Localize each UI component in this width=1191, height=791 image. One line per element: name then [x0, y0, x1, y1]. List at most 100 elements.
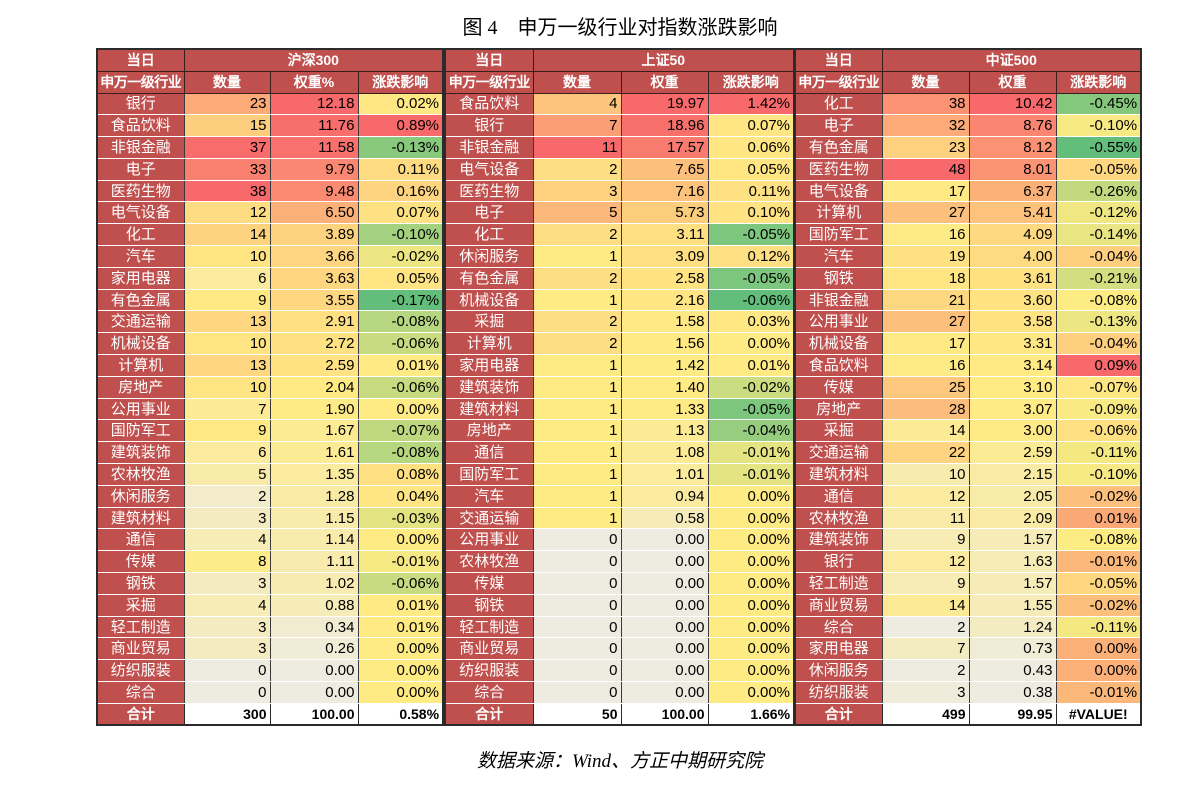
weight-cell: 1.40 — [620, 376, 709, 399]
weight-cell: 8.12 — [968, 136, 1057, 159]
table-row: 房地产 10 2.04 -0.06% — [96, 376, 444, 399]
industry-cell: 化工 — [444, 223, 534, 247]
table-row: 轻工制造 3 0.34 0.01% — [96, 616, 444, 639]
weight-cell: 0.00 — [620, 659, 709, 683]
impact-cell: 0.04% — [357, 485, 444, 508]
weight-cell: 2.05 — [968, 485, 1057, 508]
total-weight: 99.95 — [968, 702, 1057, 726]
impact-cell: 0.00% — [707, 528, 795, 552]
table-row: 机械设备 17 3.31 -0.04% — [794, 332, 1142, 356]
header-row-columns: 申万一级行业 数量 权重% 涨跌影响 — [96, 70, 444, 94]
industry-cell: 非银金融 — [444, 136, 534, 159]
weight-cell: 1.56 — [620, 332, 709, 356]
weight-cell: 3.11 — [620, 223, 709, 247]
table-row: 银行 23 12.18 0.02% — [96, 93, 444, 116]
table-row: 采掘 4 0.88 0.01% — [96, 594, 444, 617]
industry-cell: 化工 — [96, 223, 185, 247]
count-cell: 23 — [183, 93, 271, 116]
table-row: 医药生物 38 9.48 0.16% — [96, 180, 444, 203]
table-footer: 合计 300 100.00 0.58% — [96, 702, 444, 726]
weight-cell: 10.42 — [968, 93, 1057, 116]
industry-cell: 房地产 — [444, 419, 534, 443]
table-body: 食品饮料 4 19.97 1.42% 银行 7 18.96 0.07% 非银金融 11 17.57 0… — [444, 93, 795, 704]
impact-cell: 0.01% — [707, 354, 795, 377]
count-cell: 11 — [881, 507, 970, 530]
industry-cell: 交通运输 — [96, 310, 185, 334]
count-cell: 2 — [532, 332, 622, 356]
weight-cell: 17.57 — [620, 136, 709, 159]
weight-cell: 3.55 — [269, 289, 359, 312]
impact-cell: -0.11% — [1055, 616, 1142, 639]
total-impact: 1.66% — [707, 702, 795, 726]
table-row: 休闲服务 1 3.09 0.12% — [444, 245, 795, 268]
total-weight: 100.00 — [620, 702, 709, 726]
count-cell: 17 — [881, 332, 970, 356]
impact-cell: 0.00% — [707, 616, 795, 639]
industry-cell: 建筑材料 — [444, 398, 534, 421]
weight-cell: 0.58 — [620, 507, 709, 530]
impact-cell: -0.03% — [357, 507, 444, 530]
table-row: 建筑装饰 9 1.57 -0.08% — [794, 528, 1142, 552]
table-row: 通信 4 1.14 0.00% — [96, 528, 444, 552]
count-cell: 6 — [183, 441, 271, 465]
table-row: 商业贸易 0 0.00 0.00% — [444, 637, 795, 661]
weight-cell: 3.61 — [968, 267, 1057, 290]
impact-cell: -0.07% — [357, 419, 444, 443]
weight-cell: 1.01 — [620, 463, 709, 486]
count-cell: 2 — [881, 616, 970, 639]
weight-cell: 9.79 — [269, 158, 359, 181]
weight-cell: 3.10 — [968, 376, 1057, 399]
total-count: 300 — [183, 702, 271, 726]
impact-cell: 0.01% — [1055, 507, 1142, 530]
count-cell: 1 — [532, 485, 622, 508]
table-row: 家用电器 1 1.42 0.01% — [444, 354, 795, 377]
industry-cell: 休闲服务 — [794, 659, 883, 683]
table-row: 休闲服务 2 0.43 0.00% — [794, 659, 1142, 683]
industry-cell: 采掘 — [96, 594, 185, 617]
impact-cell: 0.03% — [707, 310, 795, 334]
impact-cell: -0.08% — [357, 310, 444, 334]
impact-cell: 0.01% — [357, 594, 444, 617]
industry-cell: 医药生物 — [96, 180, 185, 203]
industry-cell: 钢铁 — [96, 572, 185, 595]
weight-cell: 2.15 — [968, 463, 1057, 486]
impact-cell: -0.04% — [1055, 332, 1142, 356]
table-row: 医药生物 48 8.01 -0.05% — [794, 158, 1142, 181]
impact-cell: 0.00% — [707, 507, 795, 530]
total-impact: #VALUE! — [1055, 702, 1142, 726]
impact-cell: -0.08% — [1055, 528, 1142, 552]
table-row: 交通运输 13 2.91 -0.08% — [96, 310, 444, 334]
table-row: 公用事业 7 1.90 0.00% — [96, 398, 444, 421]
table-row: 汽车 10 3.66 -0.02% — [96, 245, 444, 268]
count-cell: 22 — [881, 441, 970, 465]
table-body: 化工 38 10.42 -0.45% 电子 32 8.76 -0.10% 有色金属 23 8.12-… — [794, 93, 1142, 704]
impact-cell: 0.00% — [707, 485, 795, 508]
impact-cell: 0.00% — [707, 637, 795, 661]
count-cell: 38 — [183, 180, 271, 203]
count-cell: 0 — [532, 528, 622, 552]
weight-cell: 9.48 — [269, 180, 359, 203]
figure-title: 图 4 申万一级行业对指数涨跌影响 — [462, 17, 778, 39]
weight-cell: 1.15 — [269, 507, 359, 530]
industry-cell: 电气设备 — [444, 158, 534, 181]
industry-cell: 通信 — [444, 441, 534, 465]
weight-cell: 2.04 — [269, 376, 359, 399]
weight-cell: 5.41 — [968, 201, 1057, 225]
table-row: 休闲服务 2 1.28 0.04% — [96, 485, 444, 508]
industry-cell: 化工 — [794, 93, 883, 116]
table-row: 银行 7 18.96 0.07% — [444, 114, 795, 138]
impact-cell: -0.05% — [1055, 158, 1142, 181]
impact-cell: -0.10% — [1055, 463, 1142, 486]
table-row: 化工 2 3.11 -0.05% — [444, 223, 795, 247]
impact-cell: -0.08% — [357, 441, 444, 465]
weight-cell: 1.24 — [968, 616, 1057, 639]
table-row: 食品饮料 16 3.14 0.09% — [794, 354, 1142, 377]
column-header-industry: 申万一级行业 — [444, 70, 534, 94]
count-cell: 7 — [532, 114, 622, 138]
industry-cell: 银行 — [794, 550, 883, 574]
table-footer: 合计 499 99.95 #VALUE! — [794, 702, 1142, 726]
count-cell: 10 — [183, 332, 271, 356]
table-row: 公用事业 27 3.58 -0.13% — [794, 310, 1142, 334]
industry-cell: 农林牧渔 — [794, 507, 883, 530]
